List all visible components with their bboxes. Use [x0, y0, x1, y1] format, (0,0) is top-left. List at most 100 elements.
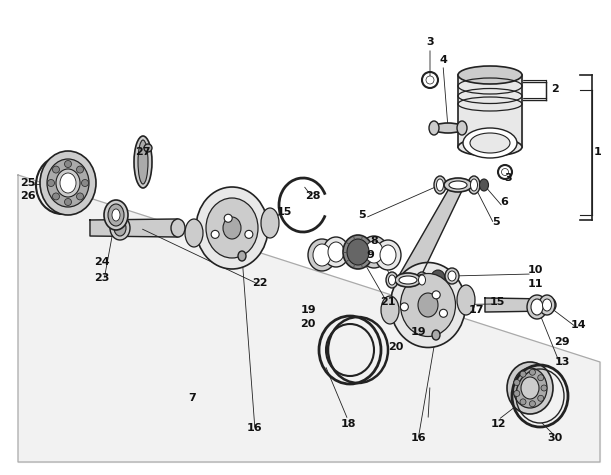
Circle shape [514, 390, 520, 397]
Ellipse shape [448, 271, 456, 281]
Text: 3: 3 [426, 37, 434, 47]
Text: 25: 25 [20, 178, 35, 188]
Polygon shape [18, 175, 600, 462]
Ellipse shape [380, 245, 396, 265]
Text: 15: 15 [276, 207, 291, 217]
Text: 28: 28 [306, 191, 321, 201]
Ellipse shape [238, 251, 246, 261]
Ellipse shape [308, 239, 336, 271]
Circle shape [76, 193, 84, 200]
Ellipse shape [416, 272, 428, 288]
Circle shape [538, 375, 544, 381]
Circle shape [529, 401, 535, 407]
Text: 5: 5 [358, 210, 366, 220]
Circle shape [48, 180, 54, 187]
Text: 19: 19 [410, 327, 426, 337]
Ellipse shape [108, 204, 124, 226]
Text: 5: 5 [492, 217, 500, 227]
Circle shape [520, 371, 526, 377]
Ellipse shape [386, 272, 398, 288]
Ellipse shape [463, 128, 517, 158]
Text: 26: 26 [20, 191, 36, 201]
Ellipse shape [390, 263, 466, 348]
Text: 11: 11 [527, 279, 543, 289]
Circle shape [76, 166, 84, 173]
Ellipse shape [389, 275, 395, 285]
Ellipse shape [457, 285, 475, 315]
Text: 27: 27 [135, 147, 151, 157]
Text: 12: 12 [490, 419, 506, 429]
Text: 30: 30 [547, 433, 563, 443]
Ellipse shape [196, 187, 268, 269]
Text: 24: 24 [94, 257, 110, 267]
Ellipse shape [47, 159, 89, 207]
Circle shape [439, 309, 447, 317]
Ellipse shape [138, 140, 148, 184]
Text: 13: 13 [554, 357, 569, 367]
Text: 29: 29 [554, 337, 570, 347]
Ellipse shape [470, 179, 478, 191]
Ellipse shape [323, 237, 349, 267]
Text: 9: 9 [366, 250, 374, 260]
Circle shape [81, 180, 89, 187]
Ellipse shape [114, 220, 126, 236]
Circle shape [65, 199, 71, 206]
Text: 17: 17 [468, 305, 484, 315]
Circle shape [432, 291, 440, 299]
Ellipse shape [313, 244, 331, 266]
Ellipse shape [360, 236, 388, 268]
Ellipse shape [395, 273, 421, 287]
Ellipse shape [544, 298, 556, 312]
Text: 21: 21 [380, 297, 396, 307]
Ellipse shape [381, 296, 399, 324]
Ellipse shape [418, 293, 438, 317]
Ellipse shape [110, 216, 130, 240]
Text: 3: 3 [504, 173, 512, 183]
Text: 20: 20 [301, 319, 316, 329]
Circle shape [211, 230, 219, 238]
Text: 16: 16 [410, 433, 426, 443]
Circle shape [538, 395, 544, 401]
Text: 18: 18 [340, 419, 356, 429]
Ellipse shape [531, 299, 543, 315]
Ellipse shape [507, 362, 553, 414]
Ellipse shape [445, 268, 459, 284]
Circle shape [529, 369, 535, 375]
Ellipse shape [185, 219, 203, 247]
Ellipse shape [104, 200, 128, 230]
Text: 19: 19 [300, 305, 316, 315]
Ellipse shape [458, 66, 522, 84]
Text: 8: 8 [370, 236, 378, 246]
Circle shape [514, 380, 520, 386]
Circle shape [502, 169, 508, 175]
Ellipse shape [56, 169, 80, 197]
Ellipse shape [513, 368, 547, 408]
Ellipse shape [60, 173, 76, 193]
Circle shape [426, 76, 434, 84]
Ellipse shape [432, 330, 440, 340]
Ellipse shape [431, 270, 445, 286]
Text: 4: 4 [439, 55, 447, 65]
Ellipse shape [206, 198, 258, 258]
Polygon shape [90, 219, 178, 237]
Ellipse shape [436, 179, 444, 191]
Circle shape [53, 193, 59, 200]
Circle shape [520, 399, 526, 405]
Ellipse shape [134, 136, 152, 188]
Circle shape [53, 166, 59, 173]
Ellipse shape [458, 138, 522, 156]
Ellipse shape [468, 176, 480, 194]
Ellipse shape [433, 123, 463, 133]
Ellipse shape [328, 242, 344, 262]
Text: 10: 10 [527, 265, 543, 275]
Circle shape [224, 214, 232, 222]
Ellipse shape [429, 121, 439, 135]
Text: 15: 15 [489, 297, 505, 307]
Text: 23: 23 [94, 273, 110, 283]
Ellipse shape [343, 235, 373, 269]
Ellipse shape [40, 151, 96, 215]
Ellipse shape [449, 181, 467, 189]
Circle shape [245, 230, 253, 238]
Text: 1: 1 [594, 147, 602, 157]
Polygon shape [485, 298, 550, 312]
